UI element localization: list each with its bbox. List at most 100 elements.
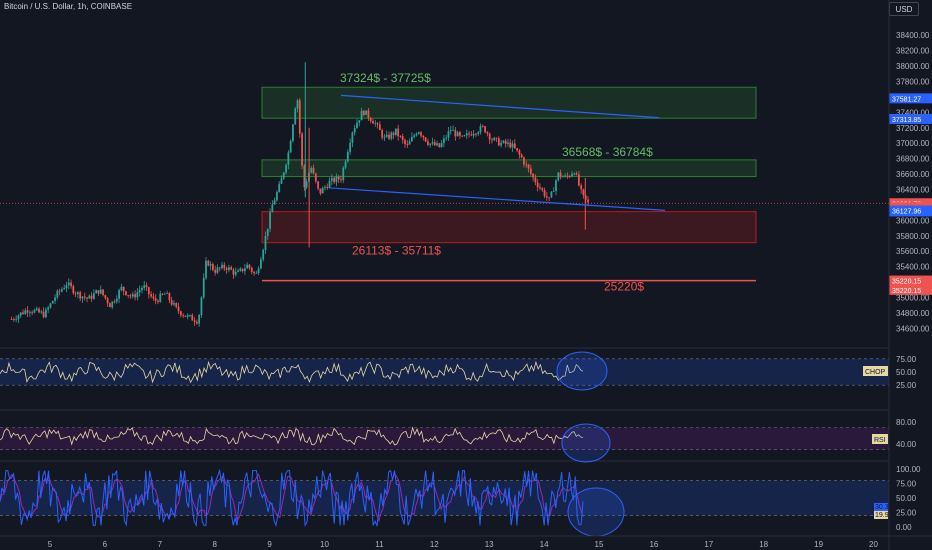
candle-body [513,143,516,149]
candle-body [330,177,333,181]
candle-body [438,143,441,148]
candle-body [168,293,171,301]
candle-body [378,124,381,131]
candle-body [70,282,72,287]
candle-body [58,290,61,292]
candle-body [225,268,228,270]
rsi-highlight-circle [561,423,611,463]
candle-body [376,123,379,125]
candle-body [221,264,223,269]
candle-body [296,100,299,109]
candle-body [250,267,253,272]
candle-body [38,308,40,313]
rsi-line [0,426,584,446]
candle-body [143,285,146,289]
candle-body [440,143,443,148]
candle-body [86,297,88,299]
zone-label: 37324$ - 37725$ [340,71,431,85]
y-tick-label: 36600.00 [896,170,930,179]
candle-body [317,181,319,189]
candle-body [479,126,482,133]
candle-body [125,291,127,296]
candle-body [138,290,141,293]
candle-body [211,263,214,270]
candle-body [557,172,560,181]
stoch-highlight-circle [567,487,625,537]
candle-body [420,132,422,136]
candle-body [381,130,384,138]
candle-body [431,142,434,144]
candle-body [541,188,544,190]
candle-body [10,319,13,320]
candle-body [216,267,219,273]
stoch-tag [874,503,888,511]
candle-body [22,312,24,315]
stoch-tag-label: 30.32 [875,504,893,511]
candle-body [227,267,230,270]
candle-body [15,319,18,321]
candle-body [367,110,370,119]
candle-body [372,121,374,124]
candle-body [415,133,418,136]
candle-body [182,315,185,317]
candle-body [516,148,519,151]
price-tag-label: 35220.15 [892,288,921,295]
candle-body [205,260,207,278]
candle-body [266,228,269,236]
stoch-y-tick: 0.00 [896,523,912,532]
x-tick-label: 18 [759,540,768,549]
x-tick-label: 19 [814,540,823,549]
candle-body [507,142,509,144]
y-tick-label: 37800.00 [896,77,930,86]
candle-body [223,264,226,269]
candle-body [520,154,523,158]
candle-body [433,142,436,146]
candle-body [454,129,457,137]
candle-body [468,133,470,135]
candle-body [175,303,178,307]
price-tag [889,205,932,216]
candle-body [399,136,402,137]
candle-body [410,136,413,142]
candle-body [426,141,429,145]
candle-body [271,204,274,213]
stoch-y-tick: 25.00 [896,509,917,518]
candle-body [120,286,123,291]
candle-body [337,176,340,180]
candle-body [477,132,480,134]
candle-body [145,285,148,288]
candle-body [207,260,210,266]
candle-body [534,177,537,183]
candle-body [349,142,352,152]
candle-body [497,138,500,146]
candle-body [436,143,438,146]
candle-body [186,315,189,317]
candle-body [90,295,93,299]
price-tag-label: 36127.96 [892,209,921,216]
candle-body [321,187,324,194]
y-tick-label: 34600.00 [896,324,930,333]
candle-body [106,298,109,304]
candle-body [97,290,100,294]
price-tag-label: 35220.15 [892,279,921,286]
candle-body [74,293,77,295]
candle-body [95,290,98,294]
candle-body [44,309,47,318]
chart-title: Bitcoin / U.S. Dollar, 1h, COINBASE [4,2,133,11]
x-tick-label: 20 [869,540,878,549]
candle-body [543,189,546,197]
candle-body [383,136,386,138]
candle-body [509,142,512,148]
candle-body [310,167,313,173]
candle-body [575,173,578,175]
candle-body [424,137,427,142]
price-tag-label: 37313.85 [892,117,921,124]
candle-body [184,315,187,317]
candle-body [422,135,425,138]
candle-body [12,319,15,321]
candle-body [77,292,79,295]
candle-body [109,303,111,308]
candle-body [475,133,477,135]
candle-body [230,267,233,270]
